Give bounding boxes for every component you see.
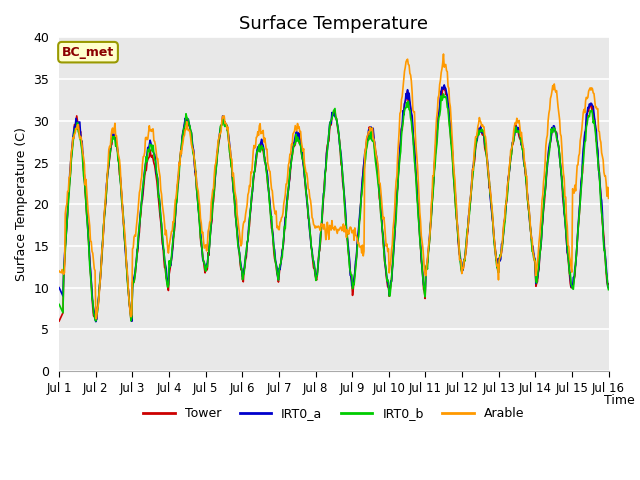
Title: Surface Temperature: Surface Temperature (239, 15, 428, 33)
Text: BC_met: BC_met (62, 46, 114, 59)
Legend: Tower, IRT0_a, IRT0_b, Arable: Tower, IRT0_a, IRT0_b, Arable (138, 402, 529, 425)
X-axis label: Time: Time (604, 395, 635, 408)
Y-axis label: Surface Temperature (C): Surface Temperature (C) (15, 127, 28, 281)
